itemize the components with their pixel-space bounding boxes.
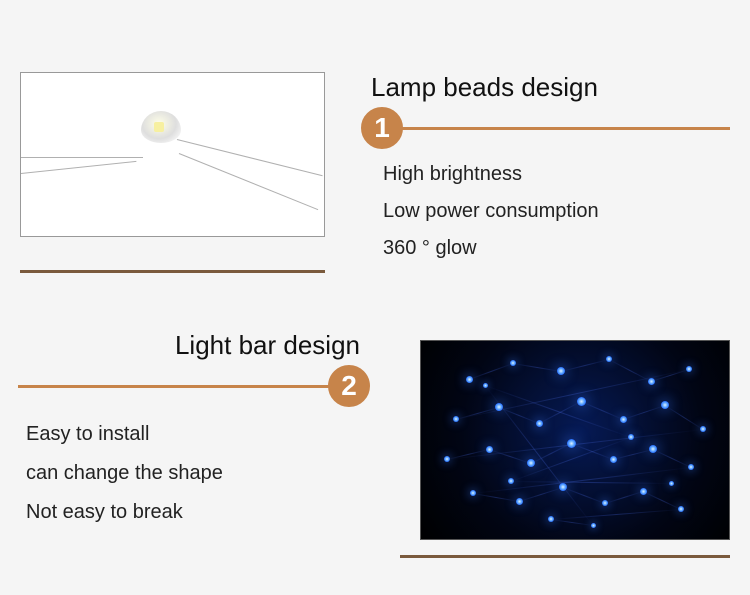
wire-segment [581,401,623,420]
led-dot [508,478,514,484]
led-dot [661,401,669,409]
led-dot [486,446,493,453]
led-dot [548,516,554,522]
lamp-bead-icon [141,111,181,143]
led-dot [536,420,543,427]
string-lights-image [420,340,730,540]
section-lamp-beads: Lamp beads design 1 High brightness Low … [20,72,730,260]
feature-text: 360 ° glow [383,237,730,260]
section1-title: Lamp beads design [371,72,730,103]
led-dot [453,416,459,422]
section1-text: Lamp beads design 1 High brightness Low … [361,72,730,260]
wire-segment [643,491,681,510]
led-dot [557,367,565,375]
led-dot [700,426,706,432]
divider-line [18,385,330,388]
divider-line [401,127,730,130]
wire-segment [456,407,499,420]
section2-heading-row: 2 [20,365,370,407]
wire-segment [561,359,609,372]
led-dot [606,356,612,362]
section2-text: Light bar design 2 Easy to install can c… [20,330,370,524]
led-dot [527,459,535,467]
led-dot [602,500,608,506]
led-dot [640,488,647,495]
led-dot [669,481,674,486]
led-dot [559,483,567,491]
feature-text: Not easy to break [26,501,370,524]
image-underline [400,555,730,558]
wire-segment [473,493,519,502]
led-dot [510,360,516,366]
wire-segment [613,449,653,460]
badge-2: 2 [328,365,370,407]
wire-segment [473,467,691,494]
led-dot [591,523,596,528]
led-dot [648,378,655,385]
image-underline [20,270,325,273]
led-dot [688,464,694,470]
led-dot [495,403,503,411]
led-dot [620,416,627,423]
wire-segment [469,363,513,380]
wire-segment [653,449,691,468]
led-dot [649,445,657,453]
led-dot [470,490,476,496]
feature-text: can change the shape [26,462,370,485]
feature-text: Easy to install [26,423,370,446]
wire-segment [623,405,665,420]
led-dot [483,383,488,388]
section1-heading-row: 1 [361,107,730,149]
led-dot [628,434,634,440]
wire-segment [665,405,704,430]
wire-segment [513,363,561,372]
feature-text: Low power consumption [383,200,730,223]
led-dot [686,366,692,372]
led-dot [577,397,586,406]
led-dot [678,506,684,512]
badge-1: 1 [361,107,403,149]
led-dot [444,456,450,462]
led-dot [516,498,523,505]
led-dot [610,456,617,463]
feature-text: High brightness [383,163,730,186]
wire-segment [551,519,593,526]
section2-title: Light bar design [20,330,360,361]
lamp-bead-image [20,72,325,237]
wire-segment [519,487,563,502]
section-light-bar: Light bar design 2 Easy to install can c… [20,330,730,524]
wire-segment [605,491,643,504]
wire-segment [551,509,681,520]
wire-segment [511,481,671,484]
led-dot [466,376,473,383]
led-dot [567,439,576,448]
